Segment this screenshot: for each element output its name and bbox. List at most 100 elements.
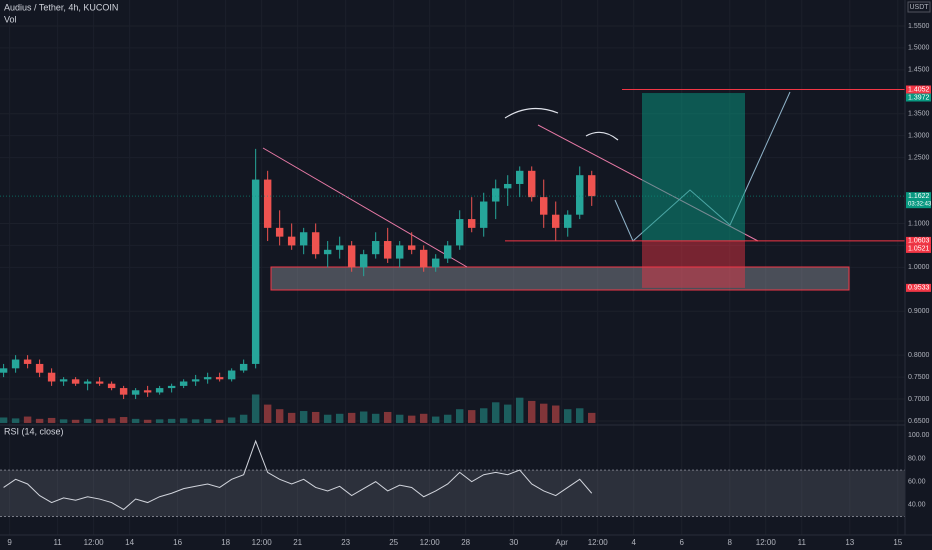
x-tick-label: 12:00 — [756, 538, 777, 547]
x-tick-label: 15 — [893, 538, 902, 547]
volume-bar — [23, 416, 32, 423]
x-tick-label: 12:00 — [84, 538, 105, 547]
candle-body — [191, 379, 200, 382]
candle-body — [119, 388, 128, 395]
volume-bar — [491, 402, 500, 423]
volume-bar — [503, 404, 512, 423]
x-tick-label: 13 — [845, 538, 854, 547]
y-tick-label: 1.5500 — [908, 23, 930, 30]
candle-body — [347, 245, 356, 268]
candle-body — [395, 245, 404, 259]
price-label-bg — [906, 244, 931, 253]
volume-bar — [467, 410, 476, 423]
axes: 0.6500 0.7000 0.7500 0.8000 0.9000 1.0000 1.05… — [7, 23, 932, 547]
candle-body — [239, 363, 248, 371]
x-tick-label: 12:00 — [252, 538, 273, 547]
support-zone — [270, 266, 850, 291]
price-label-bg — [906, 283, 931, 292]
volume-bar — [383, 411, 392, 423]
candle-body — [588, 175, 596, 197]
candle-body — [383, 241, 392, 259]
candle-body — [359, 254, 368, 268]
candle-body — [23, 359, 32, 364]
volume-bar — [527, 400, 536, 423]
price-label: 1.0603 — [908, 238, 930, 245]
candle-body — [527, 170, 536, 198]
price-label-bg — [906, 93, 931, 102]
symbol-title: Audius / Tether, 4h, KUCOIN — [4, 2, 118, 12]
x-tick-label: 28 — [461, 538, 470, 547]
candle-body — [419, 249, 428, 268]
candle-body — [311, 232, 320, 255]
volume-bar — [35, 418, 44, 423]
x-tick-label: 4 — [632, 538, 637, 547]
candle-body — [203, 377, 212, 380]
volume-bar — [564, 409, 572, 423]
candle-body — [323, 249, 332, 255]
price-label-bg — [906, 85, 931, 94]
rsi-tick-label: 80.00 — [908, 455, 926, 462]
volume-bar — [335, 413, 344, 423]
volume-bar — [311, 411, 320, 423]
arc — [504, 107, 559, 119]
volume-bar — [275, 409, 284, 423]
stop-loss-zone — [642, 240, 745, 288]
candle-body — [287, 236, 296, 246]
volume-bar — [287, 412, 296, 423]
candle-body — [275, 227, 284, 237]
price-label: 1.1622 — [908, 193, 930, 200]
volume-bar — [539, 403, 548, 423]
take-profit-zone — [642, 93, 745, 241]
rsi-tick-label: 100.00 — [908, 432, 930, 439]
volume-bar — [119, 417, 128, 423]
candle-body — [491, 188, 500, 202]
volume-bar — [323, 414, 332, 423]
volume-bar — [552, 405, 560, 423]
rsi-label: RSI (14, close) — [4, 426, 64, 436]
price-label-bg — [906, 192, 931, 209]
candle-body — [35, 363, 44, 373]
y-tick-label: 1.5000 — [908, 45, 930, 52]
candle-body — [263, 179, 272, 228]
candle-body — [179, 381, 188, 386]
rsi-line — [3, 439, 593, 511]
candle-body — [371, 241, 380, 255]
rsi-tick-label: 60.00 — [908, 479, 926, 486]
volume-bar — [191, 419, 200, 423]
volume-bar — [588, 412, 596, 423]
candle-body — [299, 232, 308, 246]
price-label: 1.3972 — [908, 94, 930, 101]
y-tick-label: 1.0000 — [908, 264, 930, 271]
volume-bar — [155, 419, 164, 423]
volume-bar — [419, 413, 428, 423]
candle-body — [455, 219, 464, 246]
volume-bar — [227, 417, 236, 423]
volume-bar — [167, 418, 176, 423]
volume-bar — [131, 418, 140, 423]
y-tick-label: 1.2500 — [908, 154, 930, 161]
x-tick-label: 9 — [7, 538, 12, 547]
volume-bar — [11, 418, 20, 423]
candle-body — [107, 383, 116, 389]
y-tick-label: 1.4500 — [908, 67, 930, 74]
rsi-band — [0, 470, 905, 517]
x-tick-label: 11 — [53, 538, 62, 547]
candle-body — [431, 258, 440, 268]
candle-body — [131, 390, 140, 395]
volume-bar — [359, 411, 368, 423]
candle-body — [47, 372, 56, 382]
candle-body — [539, 197, 548, 215]
y-tick-label: 0.7000 — [908, 396, 930, 403]
y-tick-label: 1.3000 — [908, 133, 930, 140]
volume-bar — [71, 419, 80, 423]
candle-body — [11, 359, 20, 369]
x-tick-label: 6 — [680, 538, 685, 547]
x-tick-label: 23 — [341, 538, 350, 547]
volume-bar — [431, 416, 440, 423]
x-tick-label: 12:00 — [588, 538, 609, 547]
volume-bar — [47, 417, 56, 423]
candle-body — [143, 390, 152, 393]
volume-bar — [443, 414, 452, 423]
x-tick-label: 8 — [728, 538, 733, 547]
